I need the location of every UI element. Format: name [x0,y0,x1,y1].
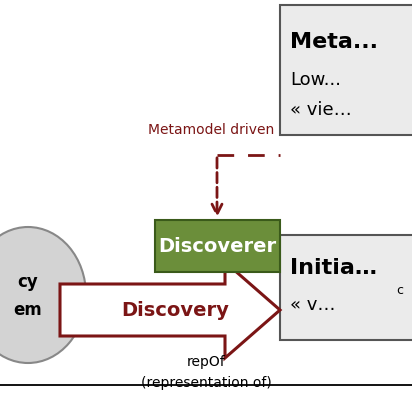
Text: Metamodel driven: Metamodel driven [148,123,274,137]
FancyBboxPatch shape [280,235,412,340]
Ellipse shape [0,227,86,363]
FancyBboxPatch shape [280,5,412,135]
Text: Low...: Low... [290,71,341,89]
Text: (representation of): (representation of) [140,376,272,390]
Polygon shape [60,262,280,358]
Text: c: c [396,283,403,297]
Text: Meta...: Meta... [290,32,378,52]
FancyBboxPatch shape [155,220,280,272]
Text: Discovery: Discovery [121,300,229,319]
Text: Discoverer: Discoverer [158,236,276,255]
Text: em: em [14,301,42,319]
Text: « v…: « v… [290,296,335,314]
Text: cy: cy [18,273,38,291]
Text: « vie…: « vie… [290,101,352,119]
Text: repOf: repOf [187,355,225,369]
Text: Initia…: Initia… [290,258,377,278]
